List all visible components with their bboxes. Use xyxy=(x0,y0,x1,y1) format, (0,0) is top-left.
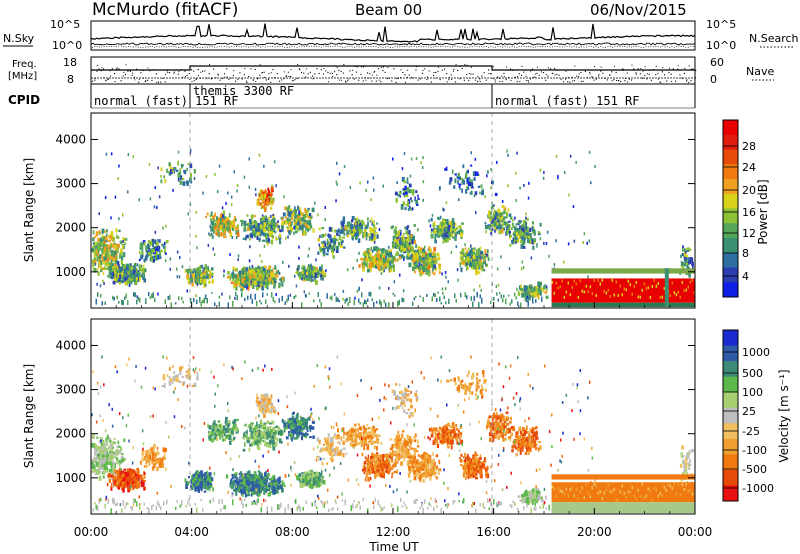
x-tick-label: 08:00 xyxy=(275,525,310,539)
y-tick-label: 3000 xyxy=(55,383,86,397)
freq-nave-panel: Freq. [MHz] 18 8 60 0 Nave xyxy=(8,56,774,86)
colorbar-swatch xyxy=(723,438,738,455)
colorbar-swatch xyxy=(723,330,738,347)
noise-panel: N.Sky N.Search 10^5 10^0 10^5 10^0 xyxy=(3,18,799,52)
velocity-ylabel: Slant Range [km] xyxy=(22,364,36,468)
velocity-block xyxy=(551,482,695,503)
y-tick-label: 4000 xyxy=(55,338,86,352)
power-block xyxy=(551,278,695,303)
colorbar-tick-label: 25 xyxy=(742,405,756,418)
colorbar-tick-label: 12 xyxy=(742,227,756,240)
nsearch-label: N.Search xyxy=(749,32,799,45)
colorbar-tick-label: -500 xyxy=(742,463,767,476)
x-tick-label: 12:00 xyxy=(376,525,411,539)
nsky-trace xyxy=(90,23,696,43)
colorbar-swatch xyxy=(723,345,738,362)
colorbar-tick-label: 1000 xyxy=(742,346,770,359)
x-tick-label: 00:00 xyxy=(678,525,713,539)
noise-left-tick-top: 10^5 xyxy=(50,18,80,31)
noise-right-tick-top: 10^5 xyxy=(706,18,736,31)
colorbar-swatch xyxy=(723,223,738,239)
colorbar-swatch xyxy=(723,454,738,471)
colorbar-tick-label: 8 xyxy=(742,247,749,260)
y-tick-label: 2000 xyxy=(55,427,86,441)
colorbar-swatch xyxy=(723,164,738,180)
date-title: 06/Nov/2015 xyxy=(590,1,687,19)
colorbar-tick-label: 100 xyxy=(742,386,763,399)
station-title: McMurdo (fitACF) xyxy=(92,0,238,20)
cpid-label: CPID xyxy=(8,93,40,107)
colorbar-swatch xyxy=(723,392,738,409)
power-panel: 1000 2000 3000 4000 Slant Range [km] xyxy=(22,112,696,309)
x-tick-label: 16:00 xyxy=(476,525,511,539)
beam-title: Beam 00 xyxy=(355,1,422,19)
colorbar-tick-label: 500 xyxy=(742,367,763,380)
colorbar-tick-label: -100 xyxy=(742,444,767,457)
freq-label-line2: [MHz] xyxy=(8,71,37,82)
colorbar-tick-label: -1000 xyxy=(742,482,774,495)
freq-label-line1: Freq. xyxy=(12,59,37,70)
colorbar-tick-label: 16 xyxy=(742,206,756,219)
velocity-panel: 1000 2000 3000 4000 Slant Range [km] xyxy=(22,318,696,515)
freq-trace xyxy=(91,65,695,71)
colorbar-swatch xyxy=(723,134,738,150)
velocity-colorbar: 1000 500 100 25 -25 -100 -500 -1000 xyxy=(722,329,774,502)
colorbar-swatch xyxy=(723,179,738,195)
power-top-band xyxy=(551,268,695,274)
cpid-segment-1: normal (fast) 151 RF xyxy=(94,94,239,108)
nsky-label: N.Sky xyxy=(3,32,35,45)
power-ylabel: Slant Range [km] xyxy=(22,158,36,262)
colorbar-swatch xyxy=(723,485,738,502)
velocity-colorbar-label: Velocity [m s⁻¹] xyxy=(777,369,791,462)
nsearch-trace xyxy=(90,42,696,46)
colorbar-swatch xyxy=(723,267,738,283)
nave-tick-bottom: 0 xyxy=(710,73,717,86)
noise-right-tick-bottom: 10^0 xyxy=(706,39,736,52)
velocity-top-band xyxy=(551,474,695,480)
noise-left-tick-bottom: 10^0 xyxy=(52,39,82,52)
power-colorbar: 4 8 12 16 20 24 28 xyxy=(722,119,756,298)
colorbar-swatch xyxy=(723,376,738,393)
freq-tick-bottom: 8 xyxy=(67,73,74,86)
colorbar-tick-label: 4 xyxy=(742,270,749,283)
cpid-segment-2: themis 3300 RF xyxy=(193,84,294,98)
colorbar-tick-label: 28 xyxy=(742,140,756,153)
colorbar-swatch xyxy=(723,193,738,209)
y-tick-label: 1000 xyxy=(55,471,86,485)
y-tick-label: 4000 xyxy=(55,132,86,146)
time-axis: 00:00 04:00 08:00 12:00 16:00 20:00 00:00 xyxy=(74,302,713,539)
cpid-panel: CPID normal (fast) 151 RF themis 3300 RF… xyxy=(8,84,696,109)
colorbar-swatch xyxy=(723,252,738,268)
x-tick-label: 04:00 xyxy=(174,525,209,539)
cpid-segment-3: normal (fast) 151 RF xyxy=(495,94,640,108)
x-tick-label: 00:00 xyxy=(74,525,109,539)
colorbar-swatch xyxy=(723,208,738,224)
colorbar-tick-label: 24 xyxy=(742,161,756,174)
power-colorbar-label: Power [dB] xyxy=(756,179,770,244)
colorbar-swatch xyxy=(723,149,738,165)
nave-tick-top: 60 xyxy=(710,56,724,69)
x-tick-label: 20:00 xyxy=(577,525,612,539)
colorbar-swatch xyxy=(723,282,738,298)
colorbar-swatch xyxy=(723,361,738,378)
colorbar-tick-label: -25 xyxy=(742,425,760,438)
nave-label: Nave xyxy=(746,65,774,78)
y-tick-label: 3000 xyxy=(55,177,86,191)
colorbar-swatch xyxy=(723,407,738,424)
colorbar-swatch xyxy=(723,120,738,136)
colorbar-swatch xyxy=(723,469,738,486)
y-tick-label: 1000 xyxy=(55,265,86,279)
y-tick-label: 2000 xyxy=(55,221,86,235)
xaxis-label: Time UT xyxy=(368,540,419,554)
colorbar-tick-label: 20 xyxy=(742,184,756,197)
freq-tick-top: 18 xyxy=(63,56,77,69)
colorbar-swatch xyxy=(723,238,738,254)
